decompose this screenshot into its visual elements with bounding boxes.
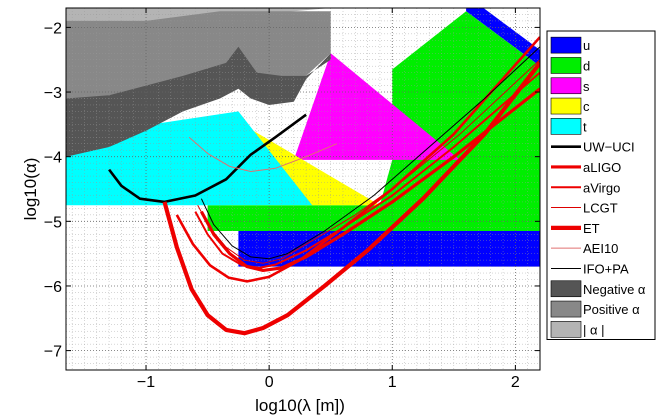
legend-swatch-negative <box>550 280 582 298</box>
legend-label-aei10: AEI10 <box>583 241 618 256</box>
legend-label-positive: Positive α <box>583 302 640 317</box>
legend-label-d: d <box>583 58 590 73</box>
x-tick-label: 2 <box>511 374 520 391</box>
y-tick-label: −3 <box>44 85 62 102</box>
legend-label-avirgo: aVirgo <box>583 180 620 195</box>
series-line-ifo-pa <box>200 46 540 260</box>
legend-swatch-t <box>550 118 582 135</box>
legend-label-ifo-pa: IFO+PA <box>583 261 629 276</box>
y-tick-label: −2 <box>44 20 62 37</box>
x-tick-label: 1 <box>388 374 397 391</box>
legend-swatch-s <box>550 77 582 95</box>
series-layer <box>108 36 540 336</box>
tick-layer: −1 0 1 2 −2 −3 −4 −5 −6 −7 <box>44 8 540 391</box>
series-line-et <box>175 36 540 283</box>
y-tick-label: −5 <box>44 214 62 231</box>
x-tick-label: 0 <box>265 374 274 391</box>
legend-swatch-positive <box>550 300 582 318</box>
x-axis-label: log10(λ [m]) <box>255 396 345 415</box>
x-tick-label: −1 <box>137 374 155 391</box>
legend-label-negative: Negative α <box>583 282 646 297</box>
plot-frame <box>65 7 541 371</box>
legend-label-et: ET <box>583 221 600 236</box>
legend-label-t: t <box>583 119 587 134</box>
y-tick-label: −6 <box>44 279 62 296</box>
legend-label-c: c <box>583 99 590 114</box>
series-line-uw-uci <box>108 113 307 204</box>
legend-label-lcgt: LCGT <box>583 201 618 216</box>
legend-label-aligo: aLIGO <box>583 160 621 175</box>
region-s <box>293 53 460 160</box>
series-line-aei10 <box>188 136 338 172</box>
y-tick-label: −4 <box>44 150 62 167</box>
legend-label-u: u <box>583 38 590 53</box>
region-negative <box>66 46 331 157</box>
legend-swatch-c <box>550 97 582 115</box>
y-axis-label: log10(α) <box>21 158 40 221</box>
region-u <box>466 8 540 67</box>
legend-label-abs-alpha: | α | <box>583 322 605 337</box>
series-line-aligo <box>199 87 540 272</box>
series-line-et <box>162 61 540 336</box>
legend-swatch-d <box>550 57 582 74</box>
region-positive <box>66 11 331 131</box>
legend-swatch-u <box>550 36 582 54</box>
legend-label-s: s <box>583 79 590 94</box>
series-line-avirgo <box>194 71 540 269</box>
legend-swatch-abs-alpha <box>550 321 582 338</box>
y-tick-label: −7 <box>44 344 62 361</box>
series-line-lcgt <box>197 59 540 264</box>
legend-label-uw-uci: UW−UCI <box>583 140 635 155</box>
